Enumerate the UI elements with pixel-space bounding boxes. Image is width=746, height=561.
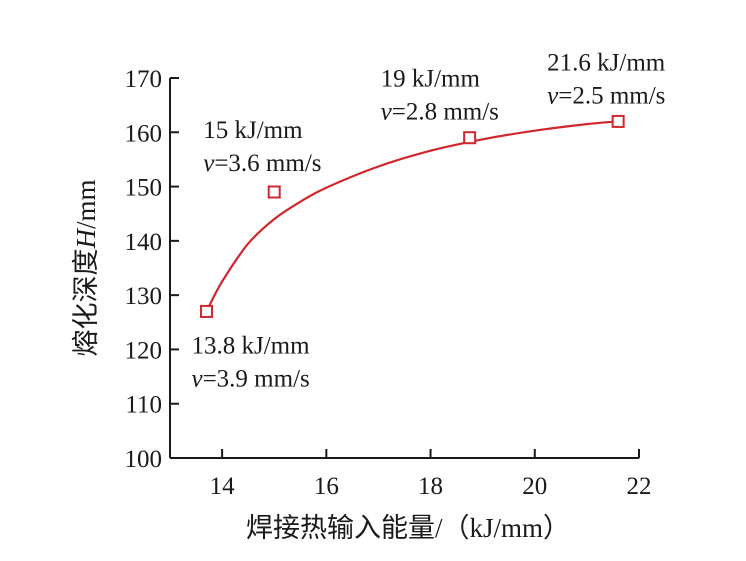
- x-tick-label: 20: [522, 473, 547, 500]
- y-tick-label: 110: [125, 392, 162, 419]
- data-points: [199, 114, 625, 318]
- annotation-var: v: [381, 99, 393, 126]
- y-tick-label: 130: [125, 283, 163, 310]
- x-axis-title: 焊接热输入能量/（kJ/mm）: [246, 513, 570, 543]
- annotation-speed: =2.8 mm/s: [392, 99, 499, 126]
- annotation-speed: =3.9 mm/s: [203, 365, 310, 392]
- y-axis-title-part: /mm: [71, 179, 101, 229]
- ticks: 100 110 120 130 140 150 160 170 14 16 18 20 22: [125, 66, 652, 500]
- y-tick-label: 120: [125, 337, 163, 364]
- annotation-energy: 15 kJ/mm: [203, 117, 303, 144]
- data-point: [267, 185, 281, 199]
- data-point: [611, 114, 625, 128]
- y-tick-label: 150: [125, 175, 163, 202]
- annotation-energy: 13.8 kJ/mm: [191, 332, 310, 359]
- data-point: [463, 131, 477, 145]
- y-axis-title-part: H: [71, 228, 101, 250]
- annotation-var: v: [547, 82, 559, 109]
- y-axis-title: 熔化深度H/mm: [71, 179, 101, 356]
- annotation-energy: 21.6 kJ/mm: [547, 49, 666, 76]
- annotation-var: v: [203, 150, 215, 177]
- y-tick-label: 170: [125, 66, 163, 93]
- y-tick-label: 100: [125, 446, 163, 473]
- data-point: [199, 304, 213, 318]
- point-annotation: 19 kJ/mm v=2.8 mm/s: [381, 66, 499, 126]
- x-tick-label: 18: [418, 473, 443, 500]
- point-annotation: 21.6 kJ/mm v=2.5 mm/s: [547, 49, 666, 109]
- point-annotation: 15 kJ/mm v=3.6 mm/s: [203, 117, 321, 177]
- annotation-speed: =2.5 mm/s: [558, 82, 665, 109]
- fit-curve: [205, 120, 619, 312]
- y-tick-label: 160: [125, 120, 163, 147]
- annotation-speed: =3.6 mm/s: [214, 150, 321, 177]
- annotation-var: v: [191, 365, 203, 392]
- x-tick-label: 22: [627, 473, 652, 500]
- x-tick-label: 14: [210, 473, 236, 500]
- x-tick-label: 16: [314, 473, 339, 500]
- annotation-energy: 19 kJ/mm: [381, 66, 481, 93]
- axes: [169, 78, 639, 459]
- y-axis-title-part: 熔化深度: [71, 249, 101, 357]
- point-annotation: 13.8 kJ/mm v=3.9 mm/s: [191, 332, 310, 392]
- y-tick-label: 140: [125, 229, 163, 256]
- annotations: 13.8 kJ/mm v=3.9 mm/s15 kJ/mm v=3.6 mm/s19…: [191, 49, 665, 392]
